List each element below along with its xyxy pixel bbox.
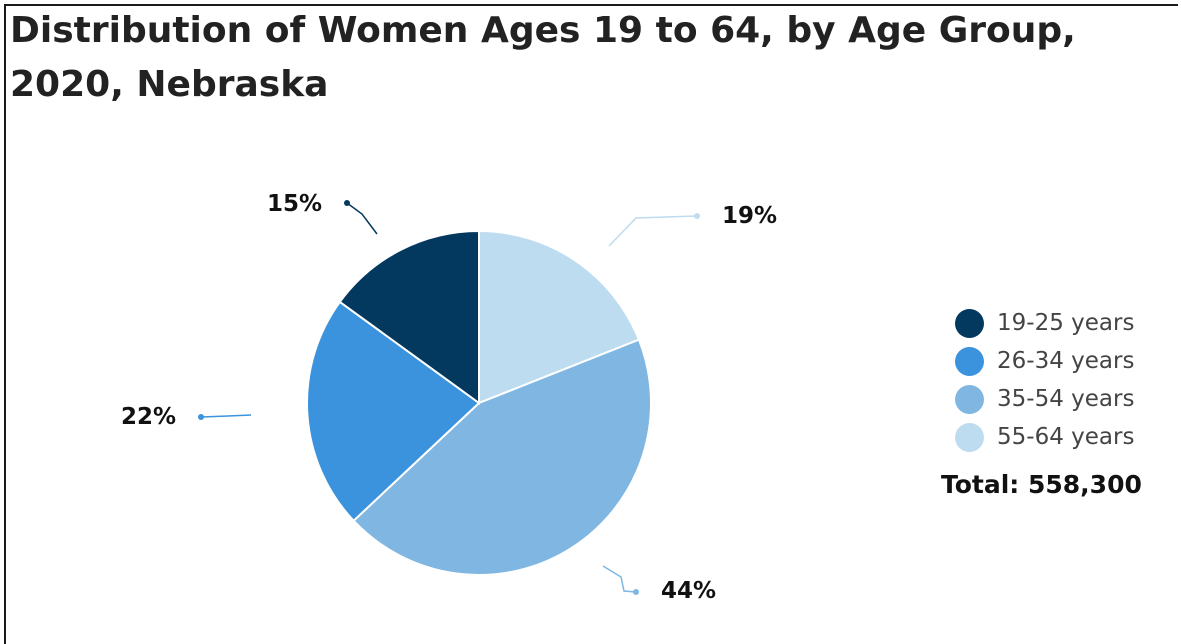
legend-swatch	[955, 308, 984, 338]
leader-line	[602, 565, 637, 593]
leader-dot	[344, 200, 350, 206]
legend-item: 26-34 years	[955, 342, 1134, 380]
leader-line	[608, 215, 698, 247]
leader-line	[346, 202, 378, 235]
legend: 19-25 years 26-34 years 35-54 years 55-64 y…	[955, 304, 1134, 456]
chart-title: Distribution of Women Ages 19 to 64, by …	[10, 10, 1076, 105]
pie-slice-55-64-years	[478, 229, 641, 405]
value-labels: 19% 44% 22% 15%	[121, 191, 777, 604]
chart-frame	[4, 4, 1178, 644]
legend-item: 35-54 years	[955, 380, 1134, 418]
pie-slice-26-34-years	[306, 300, 481, 523]
leader-dot	[198, 414, 204, 420]
leader-lines	[198, 200, 700, 595]
legend-label: 35-54 years	[997, 386, 1135, 412]
legend-swatch	[955, 384, 984, 414]
total-label: Total: 558,300	[941, 470, 1142, 499]
leader-dot	[694, 213, 700, 219]
value-label: 44%	[661, 578, 716, 604]
legend-item: 55-64 years	[955, 418, 1134, 456]
value-label: 19%	[722, 203, 777, 229]
pie-slices	[306, 229, 653, 577]
legend-swatch	[955, 422, 984, 452]
legend-label: 55-64 years	[997, 424, 1135, 450]
leader-line	[200, 414, 252, 418]
legend-label: 26-34 years	[997, 348, 1135, 374]
value-label: 15%	[267, 191, 322, 217]
leader-dot	[633, 589, 639, 595]
legend-label: 19-25 years	[997, 310, 1135, 336]
pie-slice-35-54-years	[352, 338, 653, 577]
legend-swatch	[955, 346, 984, 376]
value-label: 22%	[121, 404, 176, 430]
pie-slice-19-25-years	[338, 229, 480, 405]
legend-item: 19-25 years	[955, 304, 1134, 342]
